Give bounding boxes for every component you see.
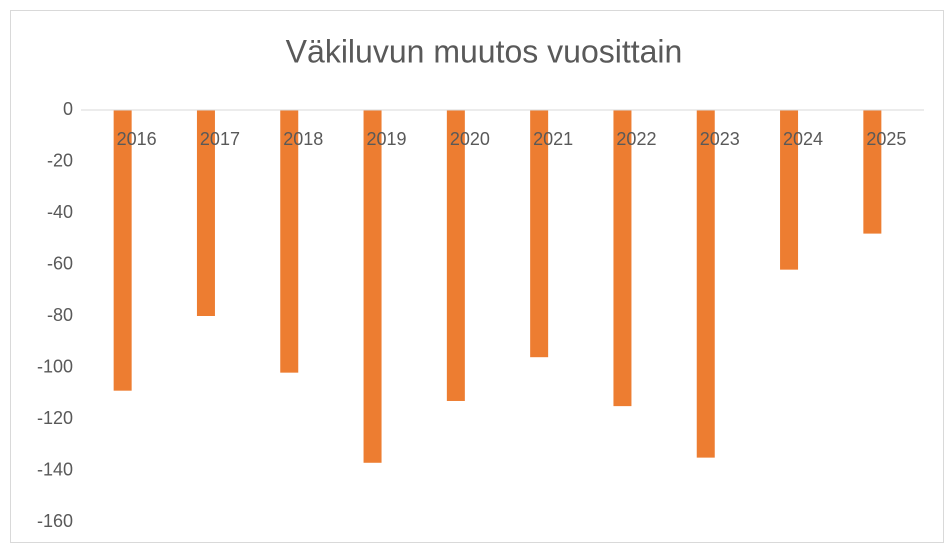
y-tick-label: -80 [47,305,73,325]
x-tick-label: 2018 [283,129,323,149]
bar [446,110,465,401]
x-tick-label: 2022 [616,129,656,149]
y-tick-label: -100 [37,356,73,376]
x-tick-label: 2023 [700,129,740,149]
x-tick-label: 2019 [367,129,407,149]
bar [530,110,549,358]
x-tick-label: 2016 [117,129,157,149]
bar [280,110,299,373]
x-tick-label: 2017 [200,129,240,149]
y-tick-label: -160 [37,511,73,531]
bar [196,110,215,316]
bar [613,110,632,407]
chart-title: Väkiluvun muutos vuosittain [286,33,683,69]
y-tick-label: -120 [37,408,73,428]
bar [363,110,382,463]
y-tick-label: -140 [37,459,73,479]
y-tick-label: -20 [47,150,73,170]
y-tick-label: 0 [63,99,73,119]
bar [696,110,715,458]
bar [863,110,882,234]
x-tick-label: 2024 [783,129,823,149]
x-tick-label: 2025 [866,129,906,149]
x-tick-label: 2020 [450,129,490,149]
y-tick-label: -60 [47,253,73,273]
chart-frame [10,10,944,543]
bar [780,110,799,270]
bar [113,110,132,391]
y-tick-label: -40 [47,202,73,222]
x-tick-label: 2021 [533,129,573,149]
